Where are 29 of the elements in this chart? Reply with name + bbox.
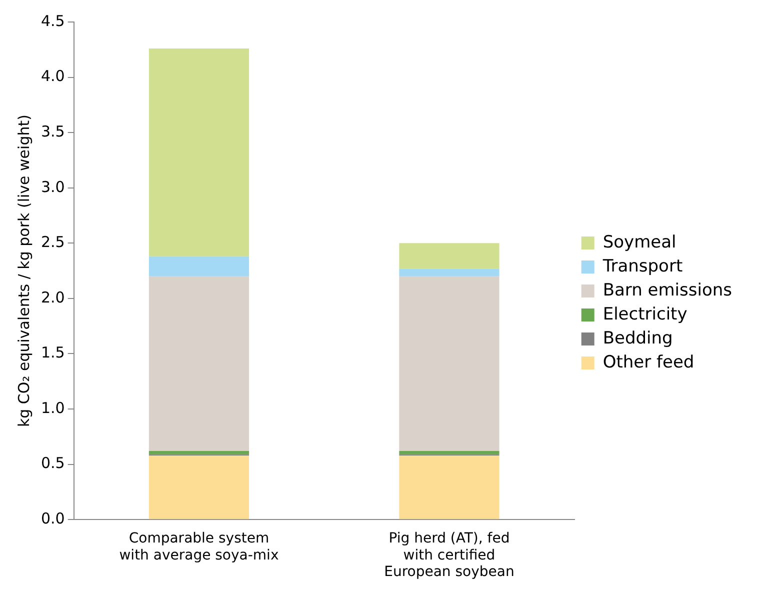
bar: [148, 48, 250, 256]
y-tick-label: 3.0: [40, 178, 65, 196]
bar: [399, 455, 500, 520]
bar: [399, 268, 500, 276]
legend-label: Barn emissions: [602, 280, 732, 300]
legend-label: Bedding: [602, 328, 673, 348]
bar: [148, 451, 250, 454]
x-tick-label: Pig herd (AT), fed with certified European soybean: [384, 530, 514, 580]
y-tick-label: 1.0: [40, 398, 65, 417]
legend-label: Other feed: [602, 352, 694, 372]
x-tick-label: Comparable system with average soya-mix: [119, 530, 279, 564]
y-tick-label: 0.0: [40, 509, 65, 528]
y-tick-label: 4.5: [40, 12, 65, 30]
y-tick-label: 2.5: [40, 233, 65, 252]
legend-label: Electricity: [602, 304, 688, 324]
y-axis-title: kg CO₂ equivalents / kg pork (live weight): [14, 114, 33, 428]
bar: [148, 276, 250, 452]
y-tick-label: 1.5: [40, 344, 65, 362]
legend-label: Soymeal: [602, 232, 676, 252]
y-tick-label: 4.0: [40, 67, 65, 86]
bar: [399, 243, 500, 269]
y-tick-label: 0.5: [40, 454, 65, 472]
y-tick-label: 3.5: [40, 122, 65, 140]
bar: [148, 455, 250, 520]
bar: [148, 256, 250, 276]
legend-label: Transport: [602, 256, 683, 276]
bar: [399, 451, 500, 454]
y-tick-label: 2.0: [40, 288, 65, 306]
bar: [399, 276, 500, 452]
